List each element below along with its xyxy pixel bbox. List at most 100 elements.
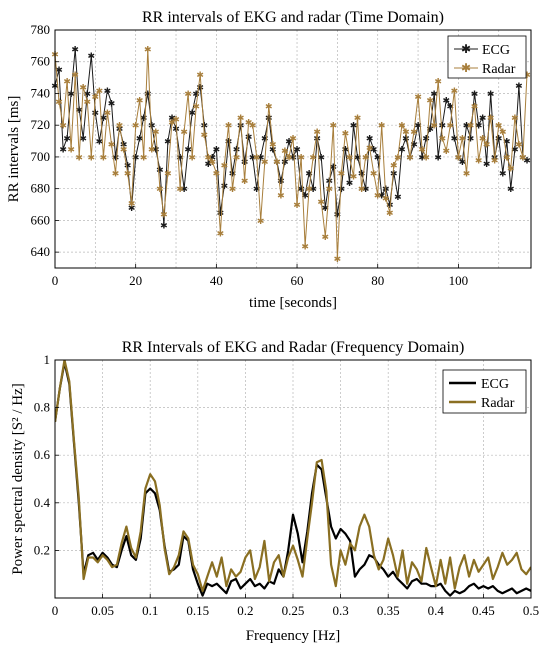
data-point-radar: ✱ xyxy=(209,157,217,167)
data-point-ecg: ✱ xyxy=(418,152,426,162)
data-point-radar: ✱ xyxy=(59,121,67,131)
data-point-radar: ✱ xyxy=(354,113,362,123)
data-point-ecg: ✱ xyxy=(188,108,196,118)
data-point-radar: ✱ xyxy=(269,140,277,150)
data-point-radar: ✱ xyxy=(213,168,221,178)
y-tick-label: 640 xyxy=(31,244,51,259)
data-point-ecg: ✱ xyxy=(459,157,467,167)
data-point-ecg: ✱ xyxy=(394,192,402,202)
data-point-radar: ✱ xyxy=(273,157,281,167)
time-chart-xlabel: time [seconds] xyxy=(249,295,337,311)
freq-chart-legend: ECG Radar xyxy=(442,369,527,414)
data-point-ecg: ✱ xyxy=(426,124,434,134)
data-point-radar: ✱ xyxy=(168,118,176,128)
data-point-radar: ✱ xyxy=(253,152,261,162)
data-point-ecg: ✱ xyxy=(378,191,386,201)
data-point-ecg: ✱ xyxy=(245,132,253,142)
data-point-radar: ✱ xyxy=(326,184,334,194)
data-point-radar: ✱ xyxy=(116,121,124,131)
data-point-radar: ✱ xyxy=(176,184,184,194)
data-point-radar: ✱ xyxy=(378,121,386,131)
data-point-ecg: ✱ xyxy=(406,152,414,162)
x-tick-label: 100 xyxy=(449,273,469,288)
time-chart-ylabel: RR intervals [ms] xyxy=(6,96,22,203)
data-point-radar: ✱ xyxy=(112,168,120,178)
data-point-ecg: ✱ xyxy=(330,162,338,172)
data-point-ecg: ✱ xyxy=(213,145,221,155)
data-point-radar: ✱ xyxy=(511,113,519,123)
data-point-radar: ✱ xyxy=(459,133,467,143)
data-point-radar: ✱ xyxy=(164,168,172,178)
data-point-radar: ✱ xyxy=(309,152,317,162)
data-point-ecg: ✱ xyxy=(511,145,519,155)
data-point-ecg: ✱ xyxy=(221,181,229,191)
y-tick-label: 760 xyxy=(31,54,51,69)
data-point-ecg: ✱ xyxy=(88,51,96,61)
data-point-ecg: ✱ xyxy=(225,137,233,147)
data-point-radar: ✱ xyxy=(374,191,382,201)
x-tick-label: 0 xyxy=(52,603,59,618)
data-point-radar: ✱ xyxy=(100,152,108,162)
data-point-radar: ✱ xyxy=(447,121,455,131)
data-point-ecg: ✱ xyxy=(507,184,515,194)
data-point-ecg: ✱ xyxy=(205,159,213,169)
data-point-ecg: ✱ xyxy=(112,152,120,162)
data-point-radar: ✱ xyxy=(382,194,390,204)
data-point-ecg: ✱ xyxy=(233,145,241,155)
data-point-radar: ✱ xyxy=(225,121,233,131)
data-point-radar: ✱ xyxy=(128,198,136,208)
data-point-radar: ✱ xyxy=(188,152,196,162)
y-tick-label: 1 xyxy=(44,352,51,367)
x-tick-label: 60 xyxy=(291,273,304,288)
x-tick-label: 0.4 xyxy=(428,603,445,618)
data-point-radar: ✱ xyxy=(160,210,168,220)
data-point-radar: ✱ xyxy=(491,156,499,166)
legend-ecg-label: ECG xyxy=(482,43,510,58)
data-point-radar: ✱ xyxy=(297,152,305,162)
data-point-radar: ✱ xyxy=(430,121,438,131)
data-point-radar: ✱ xyxy=(140,152,148,162)
data-point-ecg: ✱ xyxy=(443,95,451,105)
data-point-radar: ✱ xyxy=(394,152,402,162)
data-point-radar: ✱ xyxy=(483,140,491,150)
data-point-ecg: ✱ xyxy=(362,184,370,194)
data-point-radar: ✱ xyxy=(362,152,370,162)
data-point-ecg: ✱ xyxy=(120,140,128,150)
y-tick-label: 740 xyxy=(31,85,51,100)
data-point-ecg: ✱ xyxy=(451,133,459,143)
data-point-ecg: ✱ xyxy=(519,152,527,162)
data-point-ecg: ✱ xyxy=(479,113,487,123)
data-point-radar: ✱ xyxy=(184,89,192,99)
data-point-ecg: ✱ xyxy=(350,121,358,131)
freq-chart-title: RR Intervals of EKG and Radar (Frequency… xyxy=(122,339,465,356)
data-point-ecg: ✱ xyxy=(164,137,172,147)
data-point-ecg: ✱ xyxy=(217,208,225,218)
data-point-radar: ✱ xyxy=(205,152,213,162)
data-point-radar: ✱ xyxy=(439,133,447,143)
data-point-radar: ✱ xyxy=(148,145,156,155)
data-point-radar: ✱ xyxy=(495,121,503,131)
data-point-radar: ✱ xyxy=(322,232,330,242)
data-point-radar: ✱ xyxy=(317,197,325,207)
data-point-ecg: ✱ xyxy=(265,113,273,123)
data-point-ecg: ✱ xyxy=(439,121,447,131)
data-point-radar: ✱ xyxy=(313,127,321,137)
data-point-ecg: ✱ xyxy=(249,152,257,162)
data-point-radar: ✱ xyxy=(515,140,523,150)
data-point-radar: ✱ xyxy=(75,152,83,162)
data-point-radar: ✱ xyxy=(402,127,410,137)
data-point-radar: ✱ xyxy=(237,113,245,123)
data-point-ecg: ✱ xyxy=(354,152,362,162)
data-point-ecg: ✱ xyxy=(309,184,317,194)
data-point-ecg: ✱ xyxy=(487,89,495,99)
data-point-radar: ✱ xyxy=(519,152,527,162)
data-point-ecg: ✱ xyxy=(67,89,75,99)
data-point-radar: ✱ xyxy=(406,152,414,162)
data-point-ecg: ✱ xyxy=(75,105,83,115)
data-point-ecg: ✱ xyxy=(192,89,200,99)
data-point-ecg: ✱ xyxy=(63,133,71,143)
data-point-ecg: ✱ xyxy=(281,157,289,167)
data-point-ecg: ✱ xyxy=(366,133,374,143)
data-point-ecg: ✱ xyxy=(261,133,269,143)
